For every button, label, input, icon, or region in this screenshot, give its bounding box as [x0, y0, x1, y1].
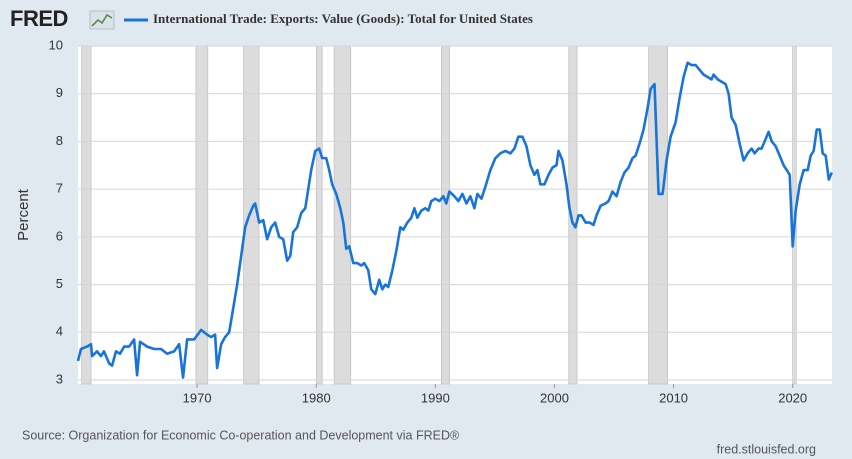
x-tick-label: 2010 [659, 390, 688, 405]
x-tick-label: 1970 [183, 390, 212, 405]
y-tick-label: 9 [56, 85, 63, 100]
recession-band [81, 45, 92, 385]
logo-icon [89, 10, 115, 30]
series-line [76, 61, 833, 379]
y-tick-label: 8 [56, 133, 63, 148]
x-tick-label: 1980 [302, 390, 331, 405]
plot-area [78, 46, 832, 384]
y-tick-label: 5 [56, 276, 63, 291]
logo: FRED [10, 6, 68, 31]
y-axis-label: Percent [15, 188, 32, 241]
y-tick-label: 10 [49, 37, 63, 52]
x-tick-label: 2000 [540, 390, 569, 405]
recession-band [648, 45, 668, 385]
recession-band [315, 45, 323, 385]
y-tick-label: 6 [56, 228, 63, 243]
credit: fred.stlouisfed.org [717, 442, 816, 456]
x-tick-label: 2020 [778, 390, 807, 405]
legend-label: International Trade: Exports: Value (Goo… [153, 11, 533, 26]
source: Source: Organization for Economic Co-ope… [22, 428, 460, 442]
y-tick-label: 7 [56, 181, 63, 196]
x-tick-label: 1990 [421, 390, 450, 405]
line-layer [76, 61, 833, 379]
y-tick-label: 3 [56, 371, 63, 386]
recession-band [441, 45, 450, 385]
y-tick-label: 4 [56, 324, 63, 339]
